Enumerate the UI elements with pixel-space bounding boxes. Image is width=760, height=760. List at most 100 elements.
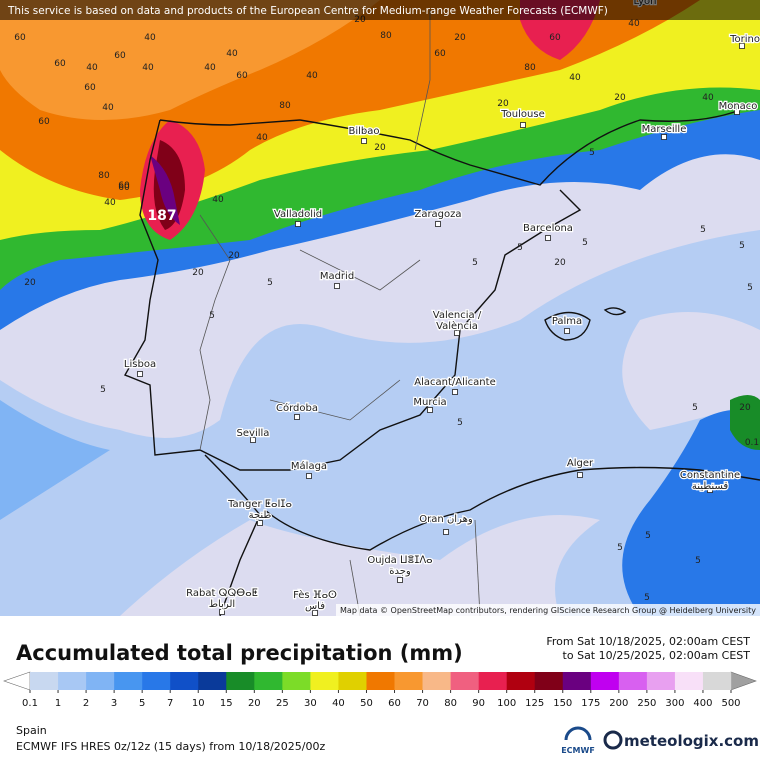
- colorbar-cell: [86, 672, 115, 690]
- city-marker: [334, 283, 340, 289]
- city-label: Madrid: [320, 271, 354, 282]
- colorbar-cell: [338, 672, 367, 690]
- colorbar-label: 175: [581, 698, 600, 709]
- city-label: Murcia: [413, 397, 446, 408]
- contour-label: 80: [279, 101, 291, 111]
- city-label: Palma: [552, 316, 582, 327]
- contour-label: 5: [582, 238, 588, 248]
- colorbar-label: 250: [637, 698, 656, 709]
- banner: This service is based on data and produc…: [7, 5, 608, 17]
- city-marker: [739, 43, 745, 49]
- contour-label: 5: [700, 225, 706, 235]
- city-marker: [294, 414, 300, 420]
- city-label: Fès ⴼⴰⵙ فاس: [293, 589, 337, 612]
- city-marker: [734, 109, 740, 115]
- city-label: Barcelona: [523, 223, 573, 234]
- city-marker: [250, 437, 256, 443]
- contour-label: 40: [102, 103, 114, 113]
- contour-label: 40: [256, 133, 268, 143]
- colorbar-cell: [142, 672, 171, 690]
- colorbar-label: 10: [192, 698, 205, 709]
- colorbar-label: 30: [304, 698, 317, 709]
- legend-title: Accumulated total precipitation (mm): [16, 641, 463, 665]
- city-marker: [306, 473, 312, 479]
- city-label: Málaga: [291, 460, 327, 472]
- city-marker: [361, 138, 367, 144]
- contour-label: 60: [54, 59, 66, 69]
- contour-label: 5: [692, 403, 698, 413]
- contour-label: 5: [739, 241, 745, 251]
- contour-label: 60: [549, 33, 561, 43]
- city-label: Córdoba: [276, 402, 318, 414]
- city-label: Monaco: [719, 101, 758, 112]
- colorbar-label: 7: [167, 698, 173, 709]
- contour-label: 40: [204, 63, 216, 73]
- colorbar-label: 100: [497, 698, 516, 709]
- city-label: Marseille: [642, 124, 687, 135]
- colorbar-label: 70: [416, 698, 429, 709]
- map: LyonTorinoMonacoToulouseMarseilleBilbaoV…: [0, 0, 760, 616]
- contour-label: 60: [38, 117, 50, 127]
- contour-label: 40: [104, 198, 116, 208]
- city-label: Alger: [567, 458, 594, 469]
- contour-label: 5: [747, 283, 753, 293]
- city-marker: [452, 389, 458, 395]
- city-marker: [661, 134, 667, 140]
- contour-label: 0.1: [745, 438, 759, 448]
- brand: meteologix.com: [624, 732, 759, 750]
- contour-label: 5: [645, 531, 651, 541]
- city-label: Bilbao: [348, 126, 379, 137]
- city-label: Toulouse: [500, 109, 544, 120]
- contour-label: 5: [695, 556, 701, 566]
- colorbar-label: 3: [111, 698, 117, 709]
- colorbar-cell: [506, 672, 536, 690]
- contour-label: 60: [434, 49, 446, 59]
- banner-bg: [0, 0, 760, 20]
- contour-label: 40: [226, 49, 238, 59]
- city-marker: [520, 122, 526, 128]
- colorbar-label: 5: [139, 698, 145, 709]
- city-labels: LyonTorinoMonacoToulouseMarseilleBilbaoV…: [123, 0, 760, 616]
- colorbar-label: 0.1: [22, 698, 38, 709]
- contour-label: 20: [497, 99, 509, 109]
- city-label: Oujda ⵡⴻⵊⴷⴰ وجدة: [367, 555, 432, 577]
- city-label: Constantine قسنطينة: [680, 470, 740, 492]
- contour-label: 5: [644, 593, 650, 603]
- city-label: Tanger ⵟⴰⵏⵊⴰ طنجة: [227, 499, 292, 521]
- colorbar-label: 25: [276, 698, 289, 709]
- city-label: Lisboa: [124, 359, 156, 370]
- contour-label: 60: [14, 33, 26, 43]
- city-label: Alacant/Alicante: [414, 377, 495, 388]
- contour-label: 80: [98, 171, 110, 181]
- city-marker: [443, 529, 449, 535]
- colorbar-cell: [366, 672, 395, 690]
- contour-label: 20: [739, 403, 751, 413]
- colorbar-cell: [646, 672, 676, 690]
- colorbar-label: 1: [55, 698, 61, 709]
- contour-label: 5: [100, 385, 106, 395]
- colorbar-cell: [226, 672, 255, 690]
- city-label: Torino: [729, 34, 760, 45]
- contour-label: 20: [228, 251, 240, 261]
- colorbar-label: 15: [220, 698, 233, 709]
- ecmwf-text: ECMWF: [561, 746, 595, 755]
- city-marker: [137, 371, 143, 377]
- ecmwf-logo: ECMWF: [561, 726, 595, 755]
- city-label: Sevilla: [237, 428, 270, 439]
- colorbar-cell: [170, 672, 199, 690]
- contour-label: 20: [454, 33, 466, 43]
- city-marker: [295, 221, 301, 227]
- contour-label: 60: [118, 181, 130, 191]
- coastlines: [123, 109, 760, 616]
- colorbar-cell: [30, 672, 59, 690]
- colorbar-label: 50: [360, 698, 373, 709]
- colorbar-cell: [674, 672, 704, 690]
- contour-label: 20: [614, 93, 626, 103]
- contour-label: 40: [628, 19, 640, 29]
- contour-label: 5: [617, 543, 623, 553]
- contour-label: 20: [24, 278, 36, 288]
- colorbar-label: 125: [525, 698, 544, 709]
- contour-label: 40: [306, 71, 318, 81]
